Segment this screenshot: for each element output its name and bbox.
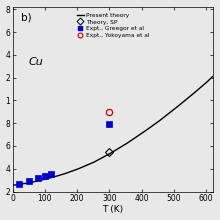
Legend: Present theory, Theory, SP, Expt., Greegor et al, Expt., Yokoyama et al: Present theory, Theory, SP, Expt., Greeg… bbox=[75, 12, 151, 39]
X-axis label: T (K): T (K) bbox=[102, 205, 123, 214]
Text: b): b) bbox=[20, 13, 31, 22]
Text: Cu: Cu bbox=[29, 57, 43, 67]
